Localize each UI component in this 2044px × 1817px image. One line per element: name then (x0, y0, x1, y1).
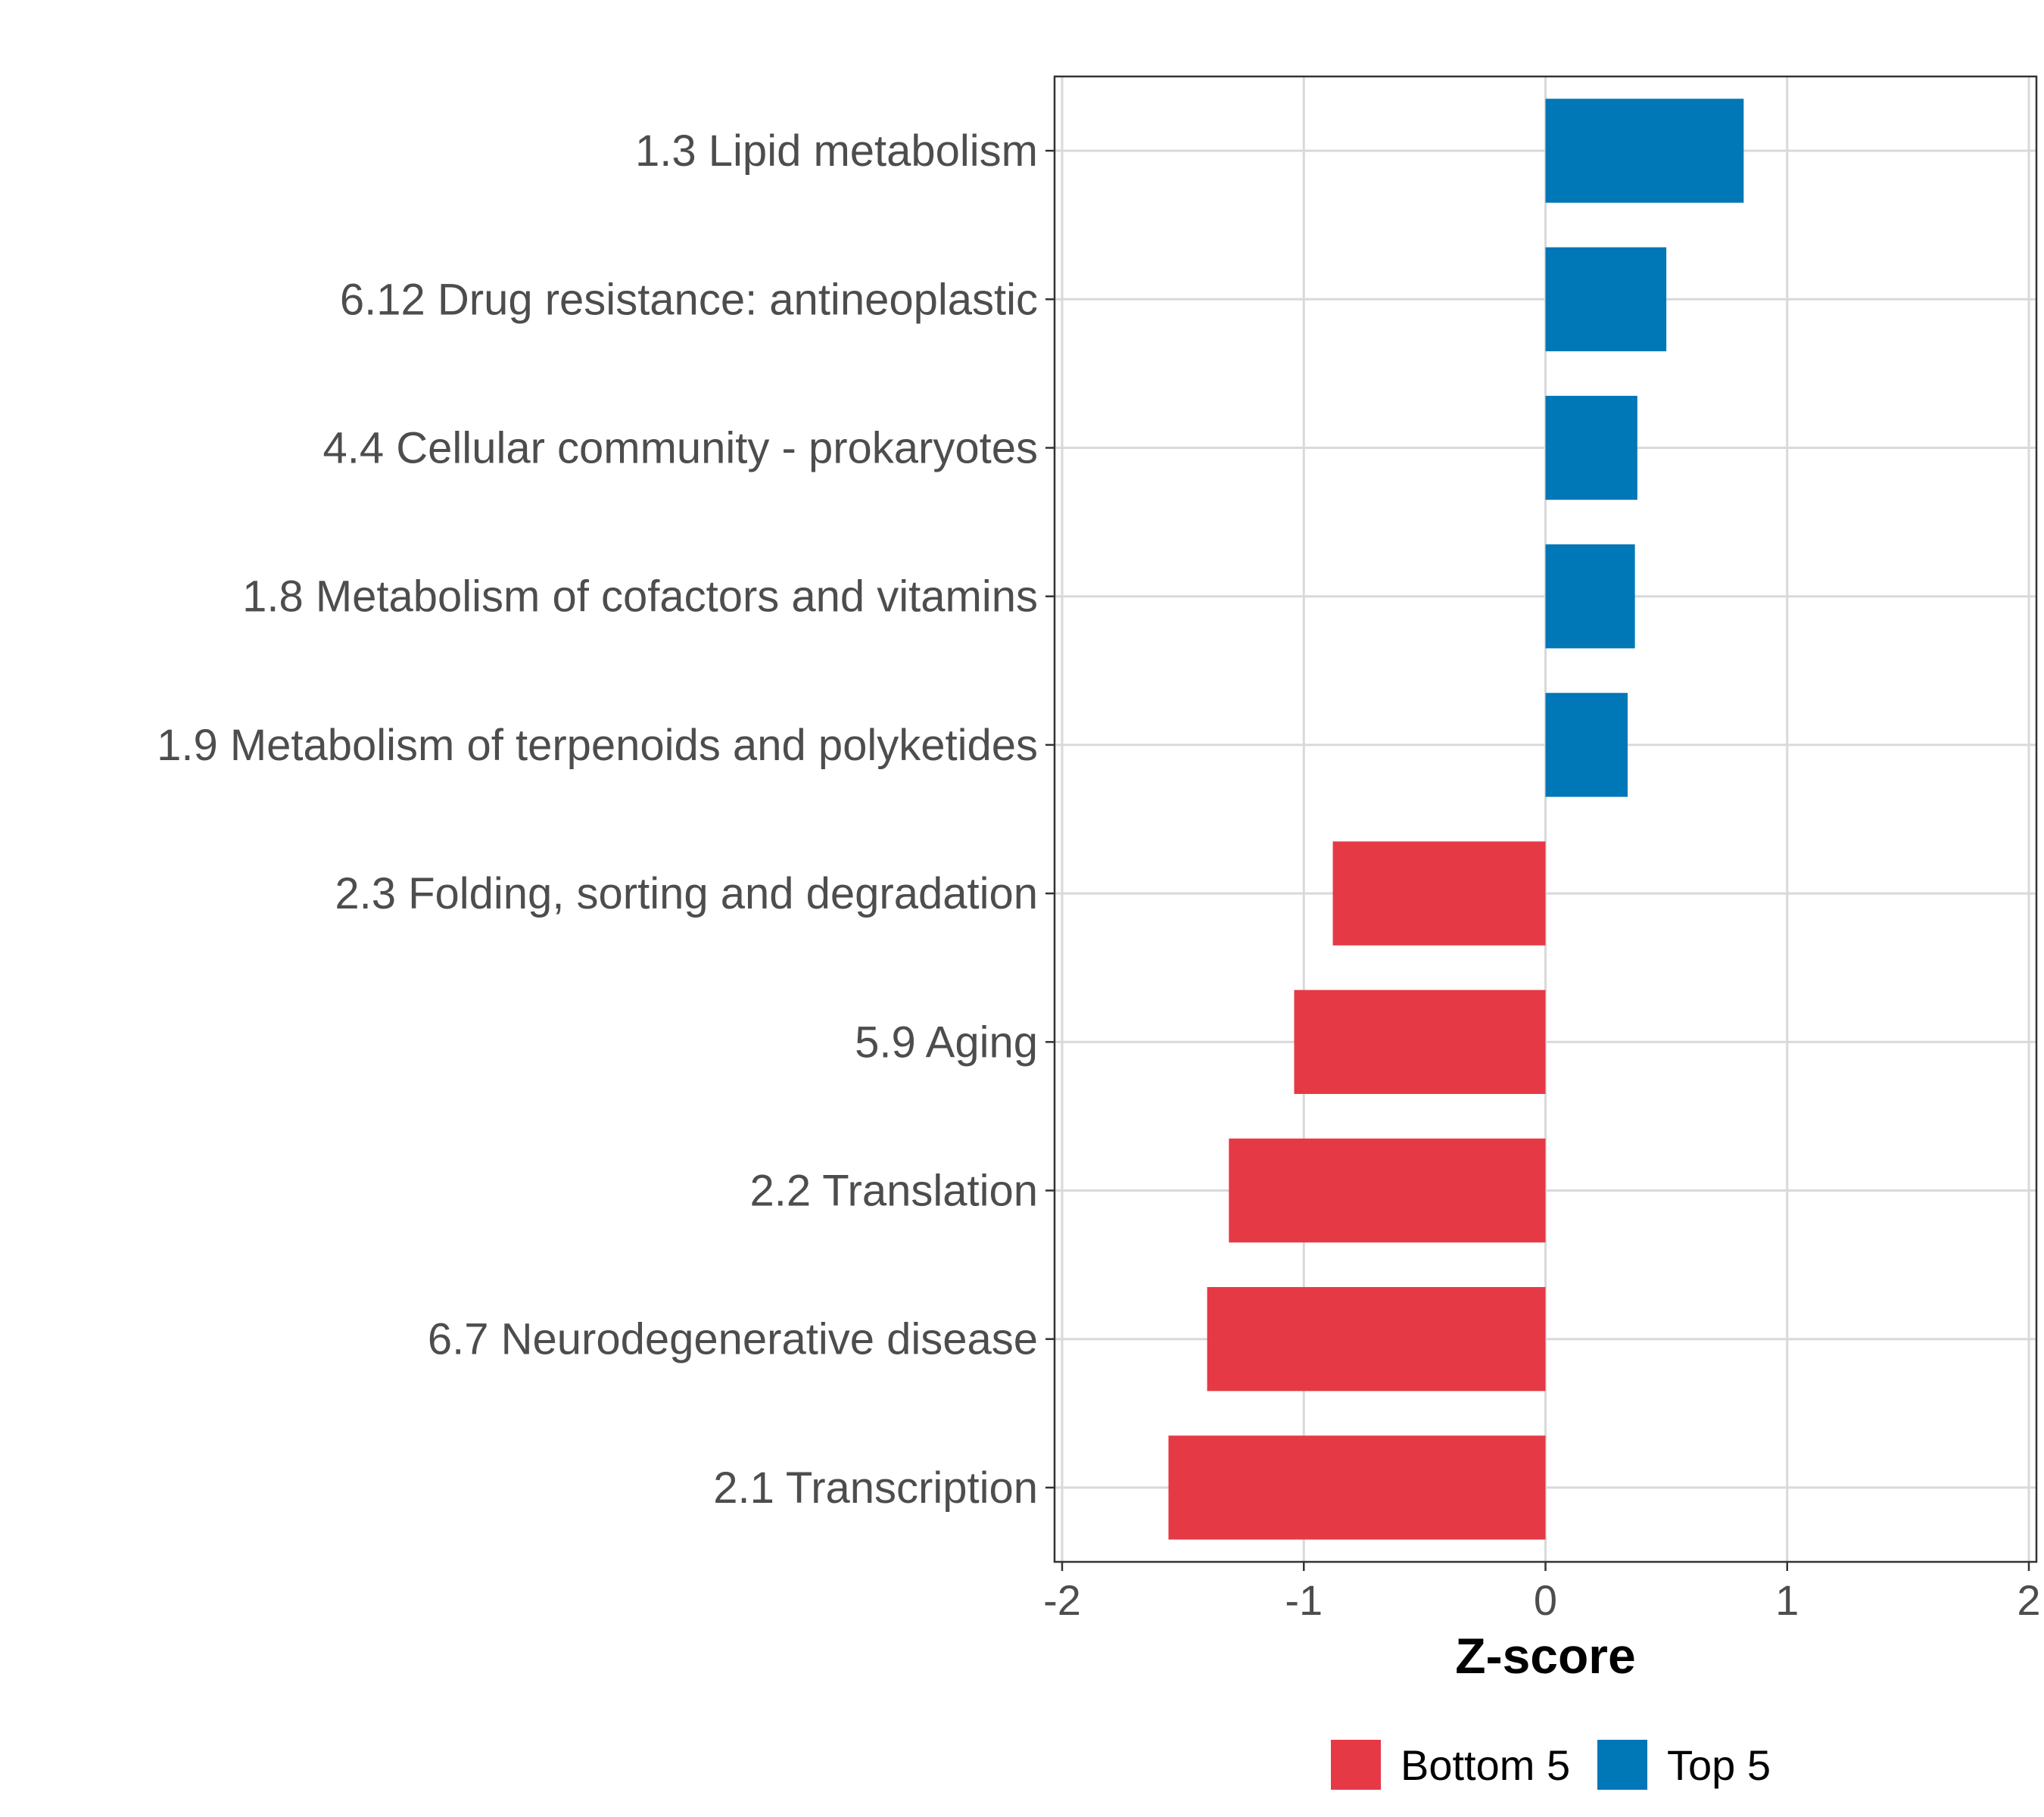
bar (1207, 1287, 1546, 1392)
legend: Bottom 5 Top 5 (1331, 1740, 1771, 1790)
axis-labels: -2 -1 0 1 2 1.3 Lipid metabolism 6.12 Drug res… (157, 126, 2041, 1624)
bar (1545, 395, 1637, 500)
x-tick-label: 2 (2017, 1576, 2040, 1624)
bar (1229, 1138, 1546, 1243)
bar (1545, 693, 1628, 797)
x-axis-title: Z-score (1455, 1628, 1635, 1684)
bar (1545, 247, 1667, 351)
x-tick-label: 0 (1534, 1576, 1557, 1624)
axis-ticks (1045, 149, 2030, 1571)
bar (1294, 990, 1546, 1094)
legend-label: Top 5 (1667, 1741, 1771, 1789)
category-label: 1.9 Metabolism of terpenoids and polyket… (157, 721, 1038, 770)
legend-label: Bottom 5 (1401, 1741, 1570, 1789)
category-label: 1.3 Lipid metabolism (635, 126, 1038, 176)
category-label: 5.9 Aging (855, 1018, 1038, 1067)
x-tick-label: -2 (1043, 1576, 1081, 1624)
bar (1332, 841, 1546, 946)
category-label: 2.2 Translation (750, 1167, 1038, 1216)
category-label: 2.3 Folding, sorting and degradation (335, 869, 1038, 918)
category-label: 6.12 Drug resistance: antineoplastic (340, 275, 1038, 324)
category-label: 2.1 Transcription (713, 1463, 1038, 1513)
category-label: 6.7 Neurodegenerative disease (428, 1315, 1038, 1364)
bar (1168, 1435, 1546, 1540)
x-tick-label: 1 (1775, 1576, 1799, 1624)
bar (1545, 544, 1635, 649)
bars (1168, 98, 1744, 1540)
legend-swatch (1597, 1740, 1647, 1790)
legend-swatch (1331, 1740, 1381, 1790)
category-label: 1.8 Metabolism of cofactors and vitamins (242, 572, 1038, 622)
x-tick-label: -1 (1285, 1576, 1323, 1624)
category-label: 4.4 Cellular community - prokaryotes (323, 424, 1038, 473)
bar (1545, 98, 1744, 203)
